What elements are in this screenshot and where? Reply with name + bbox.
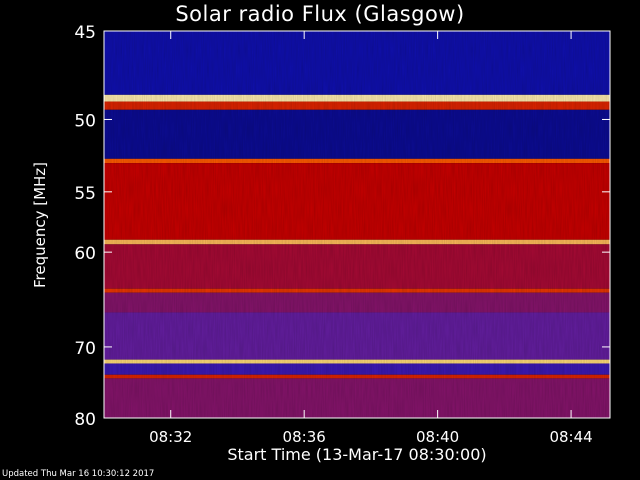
y-tick-label: 50 [74,111,96,131]
x-tick-label: 08:32 [149,428,192,446]
chart-title: Solar radio Flux (Glasgow) [175,2,465,26]
x-tick-label: 08:44 [549,428,592,446]
noise-texture [104,31,610,418]
y-tick-label: 60 [74,244,96,264]
updated-timestamp: Updated Thu Mar 16 10:30:12 2017 [2,469,155,479]
x-tick-label: 08:40 [416,428,459,446]
axes: 45 50 55 60 70 80 08:32 08:36 08:40 08:44 [74,23,611,446]
y-tick-label: 45 [74,23,96,43]
y-tick-label: 80 [74,410,96,430]
x-axis-label: Start Time (13-Mar-17 08:30:00) [227,445,487,464]
y-tick-label: 70 [74,339,96,359]
y-tick-label: 55 [74,184,96,204]
plot-frame [103,30,611,419]
spectrogram-plot [104,31,610,418]
x-tick-label: 08:36 [283,428,326,446]
